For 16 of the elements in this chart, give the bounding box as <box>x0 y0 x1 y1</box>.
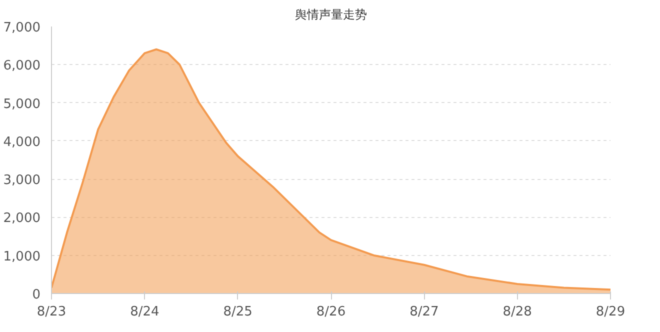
y-tick-label: 7,000 <box>3 20 40 36</box>
y-tick-label: 6,000 <box>3 58 40 74</box>
x-tick-label: 8/28 <box>502 304 532 320</box>
y-tick-label: 2,000 <box>3 211 40 226</box>
y-tick-label: 5,000 <box>3 96 40 112</box>
x-tick-label: 8/26 <box>316 304 346 320</box>
chart-title: 舆情声量走势 <box>295 8 367 22</box>
x-tick-label: 8/27 <box>410 304 439 320</box>
x-tick-label: 8/24 <box>130 304 160 320</box>
x-tick-label: 8/25 <box>223 304 252 320</box>
y-tick-label: 0 <box>32 288 41 302</box>
y-tick-label: 1,000 <box>3 249 40 264</box>
y-tick-label: 4,000 <box>3 134 40 150</box>
x-tick-label: 8/29 <box>596 304 626 320</box>
x-tick-label: 8/23 <box>36 304 66 320</box>
y-tick-label: 3,000 <box>3 173 40 188</box>
